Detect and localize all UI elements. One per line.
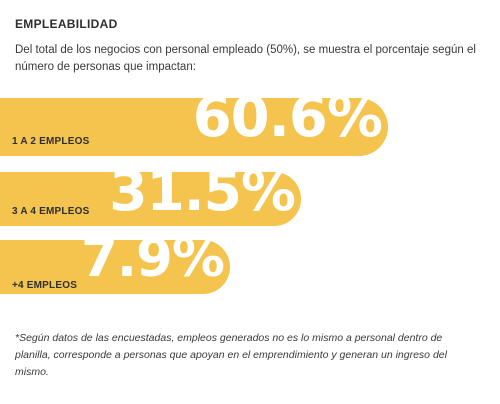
chart-title: EMPLEABILIDAD — [15, 17, 118, 31]
bar-1-a-2-empleos: 1 A 2 EMPLEOS 60.6% — [0, 90, 388, 156]
chart-subtitle: Del total de los negocios con personal e… — [15, 44, 476, 73]
bar-label: 3 A 4 EMPLEOS — [12, 206, 90, 217]
bar-3-a-4-empleos: 3 A 4 EMPLEOS 31.5% — [0, 164, 301, 226]
bar-value-label: 7.9% — [81, 228, 225, 289]
bar-mas-4-empleos: +4 EMPLEOS 7.9% — [0, 232, 230, 294]
bar-value-label: 31.5% — [109, 159, 296, 223]
bar-label: 1 A 2 EMPLEOS — [12, 136, 90, 147]
bar-label: +4 EMPLEOS — [12, 280, 78, 291]
footnote: *Según datos de las encuestadas, empleos… — [15, 332, 447, 378]
bar-value-label: 60.6% — [192, 85, 383, 150]
